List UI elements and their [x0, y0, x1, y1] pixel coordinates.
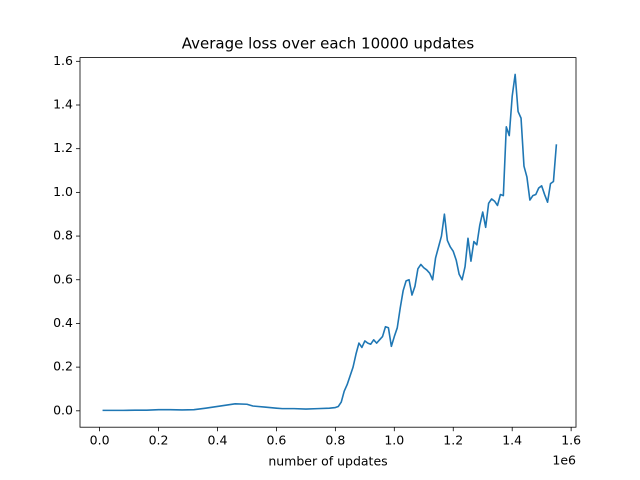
y-tick-label: 1.0: [53, 184, 73, 199]
y-tick-label: 1.2: [53, 140, 73, 155]
x-tick-label: 1.0: [384, 433, 404, 448]
y-tick-label: 0.0: [53, 402, 73, 417]
data-line: [102, 73, 558, 412]
y-tick-label: 0.8: [53, 228, 73, 243]
x-tick-label: 1.6: [561, 433, 581, 448]
y-tick-label: 1.4: [53, 97, 73, 112]
y-tick-label: 0.2: [53, 359, 73, 374]
x-tick-label: 0.2: [149, 433, 169, 448]
x-tick-label: 0.4: [208, 433, 228, 448]
y-tick-label: 0.4: [53, 315, 73, 330]
x-tick-label: 1.2: [443, 433, 463, 448]
chart-title: Average loss over each 10000 updates: [182, 35, 475, 53]
x-tick-label: 0.8: [325, 433, 345, 448]
y-tick-label: 0.6: [53, 271, 73, 286]
axes-frame: [79, 57, 577, 428]
x-tick-label: 1.4: [502, 433, 522, 448]
y-tick-label: 1.6: [53, 53, 73, 68]
x-offset-text: 1e6: [552, 453, 576, 468]
x-tick-label: 0.6: [266, 433, 286, 448]
x-tick-label: 0.0: [90, 433, 110, 448]
x-axis-label: number of updates: [268, 454, 387, 469]
